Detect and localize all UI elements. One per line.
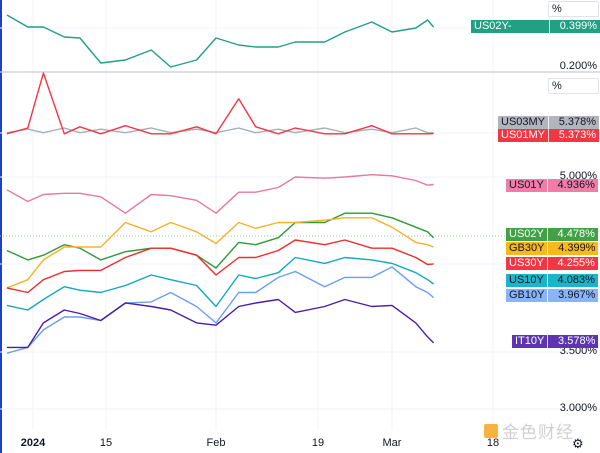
series-label: US30Y 4.255% (506, 257, 598, 270)
series-line-gb10y (6, 266, 435, 354)
series-label: US01MY 5.373% (498, 129, 600, 142)
series-line-us01y (6, 174, 434, 214)
series-line-us01my (6, 72, 434, 135)
x-tick-label: 19 (311, 437, 325, 449)
series-line-us30y (6, 239, 434, 294)
series-label: US03MY 5.378% (498, 116, 600, 129)
x-tick-label: 2024 (20, 437, 46, 449)
logo-mark (484, 423, 498, 438)
series-label: US02Y-US10Y 0.399% (471, 20, 600, 45)
bottom-pane-unit[interactable]: % (548, 78, 599, 94)
gear-icon[interactable]: ⚙ (572, 436, 584, 451)
logo-text: 金色财经 (502, 423, 574, 443)
series-line-it10y (6, 298, 435, 349)
series-label: US10Y 4.083% (506, 274, 598, 287)
y-tick-label: 3.500% (559, 345, 597, 357)
series-line-us02y-us10y (6, 14, 435, 68)
y-tick-label: 0.200% (559, 60, 597, 72)
y-tick-label: 3.000% (559, 402, 597, 414)
x-tick-label: 15 (99, 437, 113, 449)
series-label: GB10Y 3.967% (506, 289, 599, 302)
series-label: IT10Y 3.578% (512, 335, 599, 348)
left-border (0, 0, 2, 453)
series-label: US02Y 4.478% (506, 228, 598, 241)
series-label: US01Y 4.936% (506, 179, 598, 192)
x-tick-label: Mar (382, 437, 402, 449)
x-tick-label: 18 (486, 437, 500, 449)
top-pane-unit[interactable]: % (548, 1, 599, 17)
x-tick-label: Feb (206, 437, 226, 449)
watermark-logo: 金色财经 (484, 418, 574, 443)
series-label: GB30Y 4.399% (506, 242, 599, 255)
series-line-gb30y (6, 217, 434, 289)
series-line-us10y (6, 256, 435, 311)
